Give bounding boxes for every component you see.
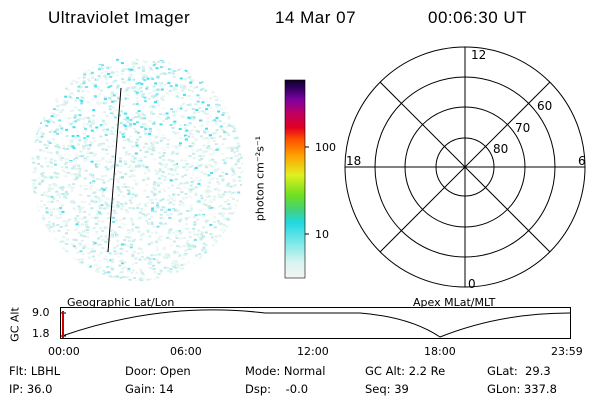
y-tick-1-8: 1.8 [32, 327, 50, 340]
uv-image-disk [31, 58, 243, 281]
altitude-plot [60, 307, 571, 339]
colorbar-tick-100: 100 [315, 141, 336, 154]
instrument-title: Ultraviolet Imager [48, 8, 191, 27]
colorbar [284, 79, 309, 279]
lat-label-60: 60 [537, 99, 552, 113]
lat-label-80: 80 [493, 142, 508, 156]
gain-value: Gain: 14 [125, 382, 174, 396]
time-label: 00:06:30 UT [428, 8, 528, 27]
colorbar-gradient [284, 79, 306, 279]
glon-value: GLon: 337.8 [487, 382, 557, 396]
x-tick-1200: 12:00 [297, 345, 329, 358]
glat-value: GLat: 29.3 [487, 364, 551, 378]
altitude-curve [61, 309, 571, 338]
filter-value: Flt: LBHL [9, 364, 61, 378]
door-value: Door: Open [125, 364, 191, 378]
polar-plot: 12 18 6 0 60 70 80 [344, 46, 586, 291]
colorbar-tick-10: 10 [315, 228, 329, 241]
x-tick-1800: 18:00 [424, 345, 456, 358]
gc-alt-axis-label: GC Alt [8, 307, 22, 342]
terminator-line [107, 87, 122, 253]
x-tick-0000: 00:00 [48, 345, 80, 358]
y-tick-9: 9.0 [32, 306, 50, 319]
apex-mlat-title: Apex MLat/MLT [413, 296, 496, 309]
seq-value: Seq: 39 [365, 382, 409, 396]
mlt-label-18: 18 [346, 154, 361, 168]
ip-value: IP: 36.0 [9, 382, 53, 396]
dsp-value: Dsp: -0.0 [245, 382, 309, 396]
geo-latlon-title: Geographic Lat/Lon [67, 296, 175, 309]
mode-value: Mode: Normal [245, 364, 326, 378]
lat-label-70: 70 [515, 121, 530, 135]
date-label: 14 Mar 07 [275, 8, 357, 27]
gc-alt-value: GC Alt: 2.2 Re [365, 364, 446, 378]
colorbar-unit-label: photon cm⁻²s⁻¹ [253, 135, 267, 222]
mlt-label-0: 0 [468, 277, 476, 291]
mlt-label-12: 12 [471, 48, 486, 62]
uv-image-panel [31, 58, 243, 281]
x-tick-2359: 23:59 [551, 345, 583, 358]
mlt-label-6: 6 [578, 154, 586, 168]
x-tick-0600: 06:00 [170, 345, 202, 358]
